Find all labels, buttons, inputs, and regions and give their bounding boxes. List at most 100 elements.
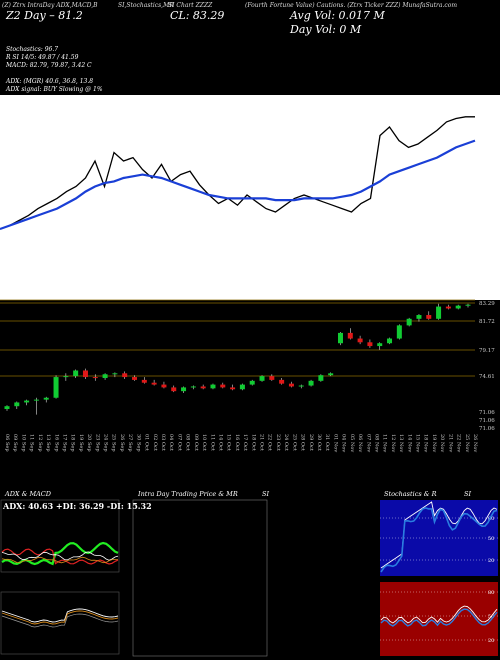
candle-body	[367, 342, 373, 347]
candle-body	[33, 399, 39, 401]
adx-lines	[1, 541, 119, 566]
candle-body	[112, 373, 118, 375]
candle-body	[337, 332, 343, 344]
rsi-tick: 80	[488, 590, 494, 596]
date-label: 05 Nov	[349, 434, 355, 452]
macd-lines	[1, 608, 119, 628]
candle-body	[171, 387, 177, 392]
date-label: 30 Sep	[135, 434, 141, 452]
date-label: 19 Nov	[431, 434, 437, 452]
price-grid	[0, 299, 475, 377]
rsi-tick: 20	[488, 638, 494, 644]
candles	[4, 303, 471, 415]
date-label: 31 Oct	[324, 434, 330, 451]
candle-body	[239, 384, 245, 390]
candle-body	[445, 306, 451, 309]
candle-body	[141, 379, 147, 383]
candle-body	[53, 377, 59, 398]
date-label: 23 Oct	[275, 434, 281, 451]
date-label: 22 Nov	[456, 434, 462, 452]
date-label: 25 Sep	[111, 434, 117, 452]
candle-body	[288, 383, 294, 387]
date-label: 25 Nov	[464, 434, 470, 452]
candle-body	[377, 343, 383, 347]
stoch-tick: 20	[488, 558, 494, 564]
date-label: 11 Nov	[382, 434, 388, 452]
candle-body	[102, 374, 108, 379]
upper-lines	[0, 95, 500, 300]
price-label: 79.17	[479, 348, 495, 354]
adx-panel-label: ADX: 40.63 +DI: 36.29 -DI: 15.32	[3, 501, 152, 511]
date-label: 11 Oct	[209, 434, 215, 451]
main-chart: 83.29 81.72 79.17 74.61 71.06 71.06 71.06 06 S…	[0, 95, 500, 452]
candle-body	[43, 397, 49, 400]
price-label: 71.06	[479, 418, 495, 424]
candle-body	[259, 376, 265, 381]
date-label: 24 Oct	[283, 434, 289, 451]
candle-body	[181, 387, 187, 392]
date-label: 11 Sep	[29, 434, 35, 452]
date-label: 13 Sep	[45, 434, 51, 452]
header-line1-left: (Z) Ztrx IntraDay ADX,MACD,B	[2, 2, 98, 9]
date-label: 16 Sep	[53, 434, 59, 452]
intraday-panel-title: Intra Day Trading Price & MR	[138, 490, 238, 498]
candle-body	[328, 373, 334, 376]
stoch-panel-title: Stochastics & R	[384, 490, 437, 498]
intraday-panel-title2: SI	[262, 490, 270, 498]
candle-body	[269, 376, 275, 380]
macd-line	[1, 608, 119, 623]
date-label: 14 Nov	[406, 434, 412, 452]
candle-body	[63, 376, 69, 378]
candle-body	[24, 400, 30, 403]
price-label: 74.61	[479, 374, 495, 380]
header-line1-right: (Fourth Fortune Value) Cautions. (Ztrx T…	[245, 2, 458, 9]
date-label: 01 Nov	[332, 434, 338, 452]
adx-panel-title: ADX & MACD	[5, 490, 51, 498]
date-label: 28 Oct	[300, 434, 306, 451]
date-label: 09 Oct	[193, 434, 199, 451]
candle-body	[318, 375, 324, 381]
candle-body	[73, 370, 79, 377]
dayvol-line: Day Vol: 0 M	[290, 23, 362, 36]
date-label: 18 Nov	[423, 434, 429, 452]
candle-body	[249, 380, 255, 385]
date-label: 30 Oct	[316, 434, 322, 451]
price-label: 81.72	[479, 319, 495, 325]
adx-readout: ADX: (MGR) 40.6, 36.8, 13.8	[6, 78, 94, 85]
macd-panel-frame	[0, 591, 120, 655]
candle-body	[151, 382, 157, 385]
date-label: 17 Oct	[242, 434, 248, 451]
candle-body	[14, 402, 20, 407]
date-label: 04 Nov	[341, 434, 347, 452]
macd-readout: MACD: 82.79, 79.87, 3.42 C	[6, 62, 92, 69]
date-label: 02 Oct	[152, 434, 158, 451]
date-label: 15 Oct	[226, 434, 232, 451]
date-label: 23 Sep	[94, 434, 100, 452]
header-line1-mid2: SI Chart ZZZZ	[168, 2, 213, 9]
stoch-tick: 80	[488, 516, 494, 522]
date-label: 07 Nov	[365, 434, 371, 452]
date-label: 03 Oct	[160, 434, 166, 451]
date-label: 29 Oct	[308, 434, 314, 451]
date-label: 21 Nov	[447, 434, 453, 452]
date-label: 04 Oct	[168, 434, 174, 451]
candle-body	[406, 318, 412, 326]
date-label: 19 Sep	[78, 434, 84, 452]
candle-body	[465, 304, 471, 306]
intraday-panel-frame	[132, 499, 268, 657]
header-line1-mid: SI,Stochastics,MR	[118, 2, 174, 9]
average-line	[0, 139, 476, 231]
candle-body	[161, 384, 167, 388]
candle-body	[357, 338, 363, 343]
price-label: 71.06	[479, 410, 495, 416]
date-label: 27 Sep	[127, 434, 133, 452]
date-label: 16 Oct	[234, 434, 240, 451]
minus-di-line	[1, 548, 119, 565]
stoch-panel-title2: SI	[464, 490, 472, 498]
macd-hist-line	[1, 613, 119, 628]
candle-body	[132, 377, 138, 380]
adx-aux-line	[1, 556, 118, 564]
candle-body	[220, 384, 226, 388]
date-label: 06 Nov	[357, 434, 363, 452]
date-label: 01 Oct	[144, 434, 150, 451]
